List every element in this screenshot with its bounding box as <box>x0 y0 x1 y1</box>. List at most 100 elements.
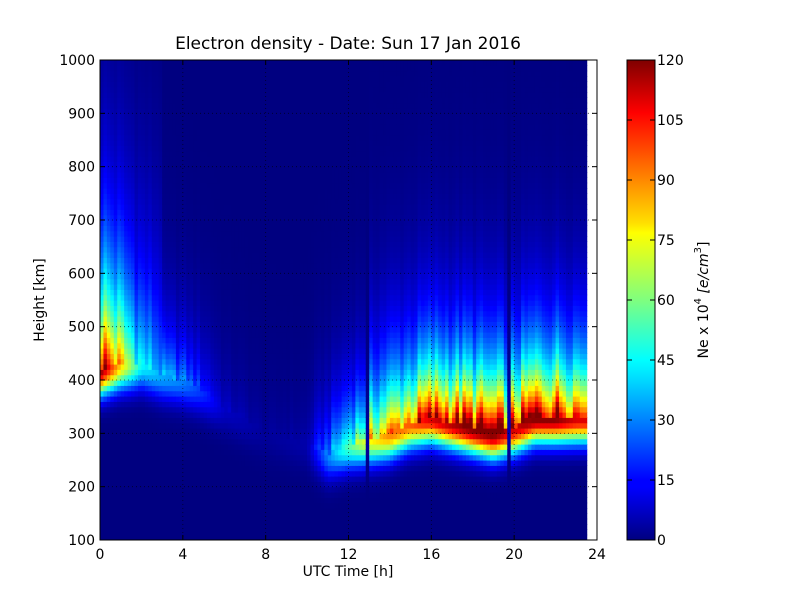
heatmap-cell <box>265 177 270 184</box>
heatmap-cell <box>162 444 167 450</box>
heatmap-cell <box>269 486 274 493</box>
heatmap-cell <box>120 289 125 296</box>
heatmap-cell <box>248 156 253 162</box>
heatmap-cell <box>203 492 208 498</box>
heatmap-cell <box>124 124 129 130</box>
heatmap-cell <box>227 150 232 157</box>
heatmap-cell <box>131 236 136 242</box>
heatmap-cell <box>238 230 243 237</box>
heatmap-cell <box>213 422 218 429</box>
heatmap-cell <box>279 305 284 312</box>
heatmap-cell <box>279 444 284 450</box>
heatmap-cell <box>248 353 253 360</box>
heatmap-cell <box>186 257 191 264</box>
heatmap-cell <box>148 460 153 466</box>
heatmap-cell <box>182 140 187 146</box>
heatmap-cell <box>272 353 277 360</box>
heatmap-cell <box>172 134 177 141</box>
heatmap-cell <box>169 204 174 210</box>
heatmap-cell <box>113 444 118 450</box>
heatmap-cell <box>172 262 177 269</box>
heatmap-cell <box>103 449 108 456</box>
heatmap-cell <box>165 396 170 402</box>
heatmap-cell <box>210 417 215 424</box>
heatmap-cell <box>258 182 263 189</box>
heatmap-cell <box>117 412 122 418</box>
heatmap-cell <box>265 337 270 344</box>
heatmap-cell <box>117 396 122 402</box>
heatmap-cell <box>117 369 122 376</box>
heatmap-cell <box>137 300 143 306</box>
heatmap-cell <box>220 342 225 349</box>
heatmap-cell <box>251 252 256 258</box>
heatmap-cell <box>120 470 125 477</box>
heatmap-cell <box>238 422 243 429</box>
heatmap-cell <box>248 369 253 376</box>
heatmap-cell <box>117 305 122 312</box>
heatmap-cell <box>103 417 108 424</box>
heatmap-cell <box>224 289 229 296</box>
heatmap-cell <box>169 60 174 66</box>
heatmap-cell <box>210 374 215 381</box>
heatmap-cell <box>227 252 232 258</box>
heatmap-cell <box>193 348 198 354</box>
heatmap-cell <box>175 465 180 472</box>
heatmap-cell <box>279 518 284 525</box>
heatmap-cell <box>258 454 263 461</box>
heatmap-cell <box>255 209 260 216</box>
heatmap-cell <box>231 140 236 146</box>
heatmap-cell <box>262 428 267 434</box>
heatmap-cell <box>255 118 260 125</box>
heatmap-cell <box>127 65 132 72</box>
heatmap-cell <box>258 358 263 365</box>
heatmap-cell <box>248 273 253 280</box>
heatmap-cell <box>203 513 208 520</box>
heatmap-cell <box>272 193 277 200</box>
heatmap-cell <box>165 337 170 344</box>
heatmap-cell <box>106 374 111 381</box>
heatmap-cell <box>106 214 111 221</box>
heatmap-cell <box>169 278 174 285</box>
heatmap-cell <box>148 364 153 370</box>
heatmap-cell <box>131 294 136 301</box>
heatmap-cell <box>127 337 132 344</box>
heatmap-cell <box>158 326 163 333</box>
heatmap-cell <box>238 524 243 530</box>
heatmap-cell <box>120 332 125 338</box>
heatmap-cell <box>206 236 212 242</box>
heatmap-cell <box>244 262 250 269</box>
heatmap-cell <box>262 358 267 365</box>
heatmap-cell <box>169 92 174 98</box>
heatmap-cell <box>279 524 284 530</box>
heatmap-cell <box>227 449 232 456</box>
heatmap-cell <box>100 401 105 408</box>
heatmap-cell <box>155 406 160 413</box>
heatmap-cell <box>255 518 260 525</box>
heatmap-cell <box>189 433 194 440</box>
heatmap-cell <box>110 300 115 306</box>
heatmap-cell <box>110 262 115 269</box>
heatmap-cell <box>189 310 194 317</box>
heatmap-cell <box>182 369 187 376</box>
heatmap-cell <box>110 204 115 210</box>
heatmap-cell <box>158 289 163 296</box>
heatmap-cell <box>265 369 270 376</box>
heatmap-cell <box>269 396 274 402</box>
heatmap-cell <box>269 353 274 360</box>
heatmap-cell <box>134 449 139 456</box>
heatmap-cell <box>158 465 163 472</box>
heatmap-cell <box>193 502 198 509</box>
heatmap-cell <box>238 433 243 440</box>
heatmap-cell <box>110 70 115 77</box>
heatmap-cell <box>244 337 250 344</box>
heatmap-cell <box>175 246 180 253</box>
heatmap-cell <box>179 161 184 168</box>
heatmap-cell <box>206 444 212 450</box>
heatmap-cell <box>220 470 225 477</box>
heatmap-cell <box>282 332 287 338</box>
heatmap-cell <box>106 156 111 162</box>
heatmap-cell <box>269 385 274 392</box>
heatmap-cell <box>217 124 222 130</box>
heatmap-cell <box>182 241 187 248</box>
